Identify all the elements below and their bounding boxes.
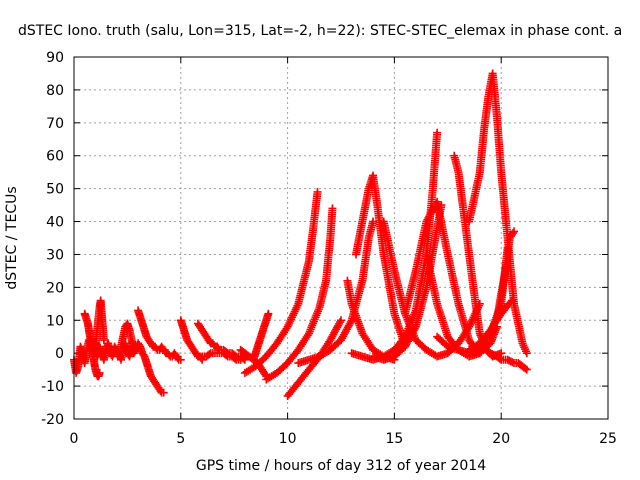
data-point: [507, 296, 516, 305]
series-2: [91, 296, 108, 351]
series-24: [486, 349, 531, 374]
x-tick-label: 5: [176, 431, 185, 447]
series-13: [294, 217, 378, 368]
data-point: [159, 388, 168, 397]
y-axis-label: dSTEC / TECUs: [4, 186, 20, 289]
y-tick-label: 50: [46, 182, 64, 198]
data-point: [346, 318, 355, 327]
data-point: [95, 368, 104, 377]
series-7: [198, 349, 245, 364]
y-tick-label: -10: [41, 379, 64, 395]
series-1: [80, 309, 104, 381]
grid-lines: [74, 57, 608, 419]
data-point: [433, 128, 442, 137]
series-3: [116, 319, 138, 351]
series-5: [176, 316, 207, 364]
data-point: [236, 355, 245, 364]
x-axis-label: GPS time / hours of day 312 of year 2014: [196, 458, 486, 474]
data-point: [495, 354, 504, 363]
data-point: [336, 318, 345, 327]
data-point: [129, 342, 138, 351]
x-tick-label: 0: [70, 431, 79, 447]
x-tick-label: 15: [385, 431, 403, 447]
x-tick-label: 25: [599, 431, 617, 447]
data-point: [508, 358, 517, 367]
y-tick-label: 40: [46, 215, 64, 231]
y-tick-label: -20: [41, 412, 64, 428]
chart-title: dSTEC Iono. truth (salu, Lon=315, Lat=-2…: [18, 23, 622, 39]
data-point: [508, 229, 517, 238]
series-23: [465, 69, 531, 358]
axis-ticks: 0 5 10 15 20 25 -20 -10 0 10 20 30 40 50 60 70 80 90: [41, 50, 617, 447]
data-point: [222, 351, 231, 360]
series-9: [249, 309, 273, 364]
data-point: [313, 187, 322, 196]
data-point: [176, 355, 185, 364]
series-15: [351, 171, 410, 351]
data-point: [522, 365, 531, 374]
y-tick-label: 0: [55, 346, 64, 362]
x-tick-label: 10: [279, 431, 297, 447]
plot-frame: [73, 56, 609, 420]
y-tick-label: 90: [46, 50, 64, 66]
series-19: [401, 197, 484, 358]
y-tick-label: 10: [46, 313, 64, 329]
y-tick-label: 70: [46, 116, 64, 132]
data-point: [230, 354, 239, 363]
y-tick-label: 80: [46, 83, 64, 99]
y-tick-label: 30: [46, 247, 64, 263]
y-tick-label: 20: [46, 280, 64, 296]
y-tick-label: 60: [46, 149, 64, 165]
data-point: [205, 350, 214, 359]
data-point: [521, 364, 530, 373]
x-tick-label: 20: [492, 431, 510, 447]
data-point: [264, 309, 273, 318]
data-point: [337, 316, 345, 325]
data-point: [99, 336, 108, 345]
series-4: [134, 306, 185, 364]
data-point: [506, 298, 515, 307]
data-point: [328, 204, 337, 213]
data-point: [510, 227, 519, 236]
series-10: [240, 187, 322, 377]
data-points: [70, 69, 531, 400]
data-point: [522, 349, 531, 358]
series-26: [465, 296, 516, 354]
series-11: [262, 204, 337, 384]
